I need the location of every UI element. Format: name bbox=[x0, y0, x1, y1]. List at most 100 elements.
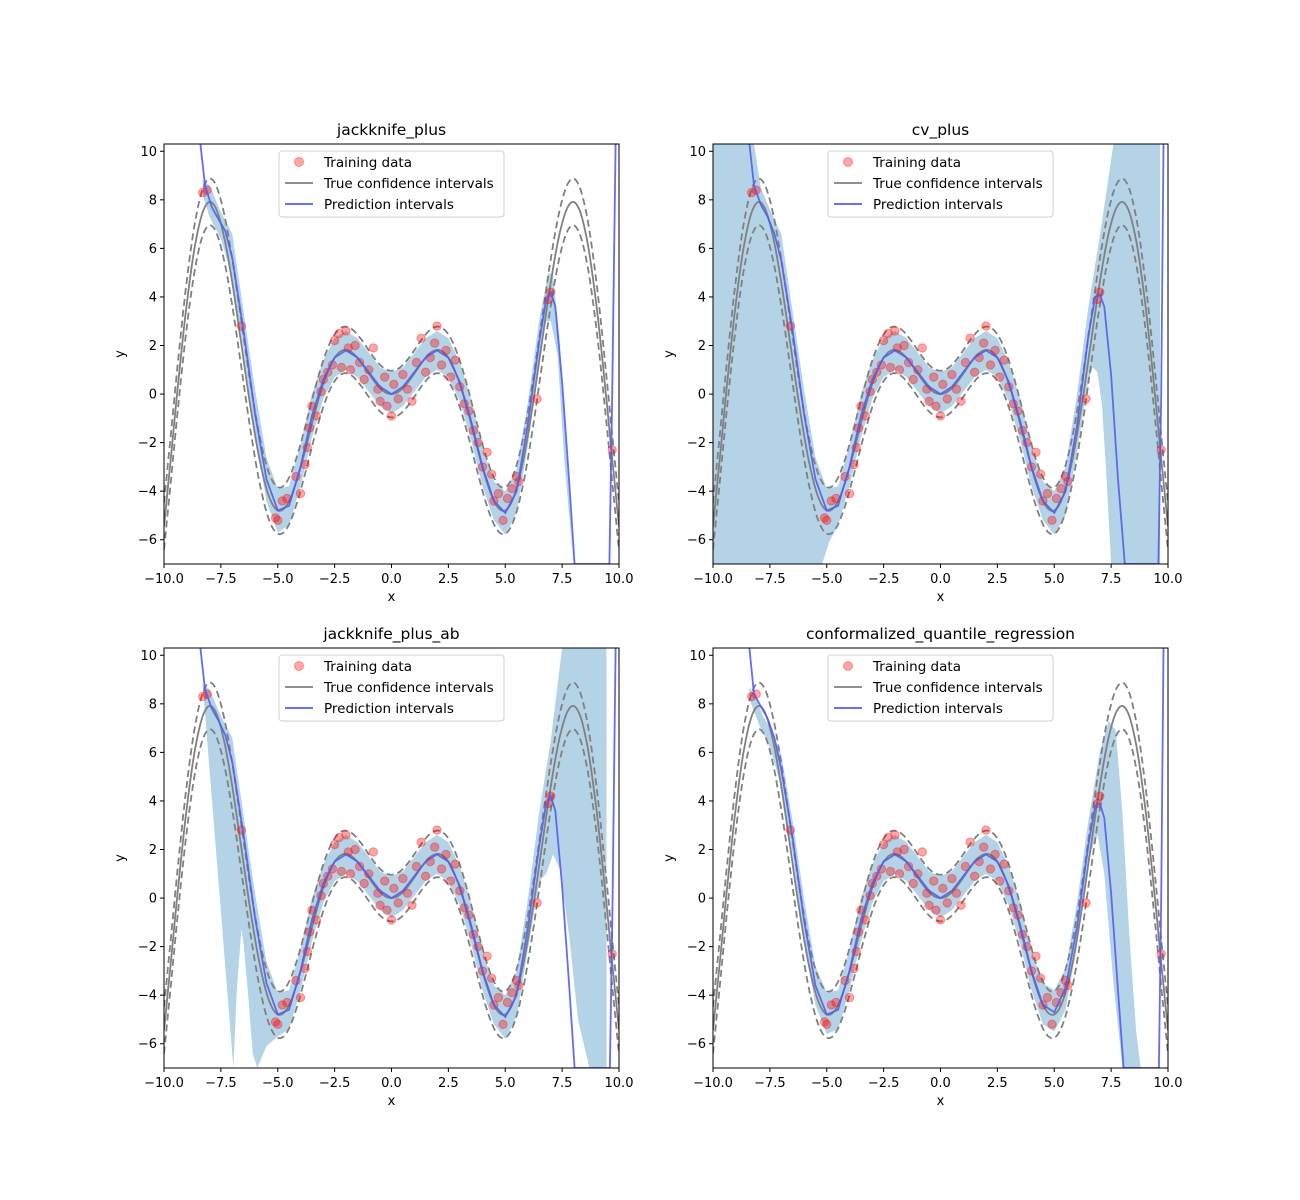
training-data-point bbox=[430, 338, 440, 348]
training-data-point bbox=[929, 372, 939, 382]
y-tick-label: 0 bbox=[698, 892, 706, 907]
training-data-point bbox=[890, 830, 900, 840]
y-tick-label: 2 bbox=[149, 843, 157, 858]
legend-frame bbox=[278, 654, 505, 722]
training-data-point bbox=[389, 379, 399, 389]
training-data-point bbox=[931, 905, 941, 915]
training-data-point bbox=[894, 869, 905, 879]
training-data-point bbox=[493, 992, 504, 1003]
training-data-point bbox=[1035, 973, 1046, 983]
y-tick-label: −2 bbox=[687, 940, 706, 955]
x-tick-label: 7.5 bbox=[552, 1076, 573, 1091]
x-tick-label: 10.0 bbox=[1154, 572, 1183, 587]
true-ci-lower-line bbox=[164, 728, 619, 1054]
legend: Training data True confidence intervals Pr… bbox=[827, 150, 1054, 218]
training-data-point bbox=[1031, 447, 1041, 457]
x-tick-label: 2.5 bbox=[438, 572, 459, 587]
training-data-point bbox=[402, 384, 413, 394]
training-data-point bbox=[336, 866, 347, 877]
x-tick-label: 10.0 bbox=[605, 572, 634, 587]
legend-label: Prediction intervals bbox=[324, 197, 454, 213]
training-data-point bbox=[999, 355, 1009, 365]
x-tick-label: −2.5 bbox=[319, 572, 351, 587]
y-tick-label: −6 bbox=[687, 533, 706, 548]
training-data-point bbox=[969, 871, 980, 881]
training-data-point bbox=[883, 832, 893, 843]
subplot-title: jackknife_plus_ab bbox=[322, 625, 459, 644]
training-data-point bbox=[903, 861, 914, 872]
training-data-point bbox=[1042, 992, 1053, 1003]
training-data-point bbox=[819, 513, 830, 523]
training-data-point bbox=[899, 340, 909, 351]
training-data-point bbox=[350, 844, 360, 855]
training-data-point bbox=[393, 394, 403, 404]
legend-label: Prediction intervals bbox=[324, 701, 454, 717]
y-axis-label: y bbox=[662, 854, 677, 862]
training-data-point bbox=[913, 365, 923, 375]
y-tick-label: 8 bbox=[698, 193, 706, 208]
training-data-point bbox=[908, 374, 918, 385]
training-data-point bbox=[420, 367, 431, 377]
training-data-point bbox=[375, 396, 385, 406]
training-data-point bbox=[924, 396, 934, 406]
training-data-point bbox=[441, 849, 451, 860]
training-data-point bbox=[532, 898, 542, 908]
x-axis-label: x bbox=[388, 590, 396, 605]
x-axis-label: x bbox=[388, 1094, 396, 1109]
x-tick-label: 7.5 bbox=[1101, 572, 1122, 587]
training-data-point bbox=[482, 447, 492, 457]
subplot-conformalized_quantile_regression: −10.0 −7.5 −5.0 −2.5 0.0 2.5 5.0 7.5 10.0 −6 −4 −2 0… bbox=[662, 625, 1182, 1109]
training-data-point bbox=[935, 411, 946, 421]
training-data-point bbox=[450, 859, 460, 869]
training-data-point bbox=[981, 321, 991, 331]
training-data-point bbox=[947, 369, 957, 380]
training-data-point bbox=[402, 888, 413, 898]
training-data-point bbox=[341, 830, 351, 840]
training-data-point bbox=[386, 915, 397, 925]
x-tick-label: −10.0 bbox=[144, 572, 184, 587]
y-tick-label: −2 bbox=[138, 436, 157, 451]
x-tick-label: 2.5 bbox=[987, 1076, 1008, 1091]
training-data-point bbox=[445, 372, 456, 382]
training-data-point bbox=[942, 898, 952, 908]
training-data-point bbox=[416, 333, 426, 343]
training-data-point bbox=[364, 869, 374, 879]
legend-frame bbox=[827, 150, 1054, 218]
prediction-line bbox=[199, 648, 617, 1068]
training-data-point bbox=[844, 992, 855, 1003]
x-tick-label: −2.5 bbox=[868, 1076, 900, 1091]
training-data-point bbox=[938, 883, 948, 893]
training-data-point bbox=[1042, 488, 1053, 499]
y-tick-label: 0 bbox=[149, 388, 157, 403]
training-data-point bbox=[924, 900, 934, 910]
training-data-point bbox=[965, 333, 975, 343]
y-tick-label: 4 bbox=[149, 794, 157, 809]
y-tick-label: −6 bbox=[687, 1037, 706, 1052]
training-data-point bbox=[273, 1019, 283, 1030]
training-data-point bbox=[844, 488, 855, 499]
subplot-cv_plus: −10.0 −7.5 −5.0 −2.5 0.0 2.5 5.0 7.5 10.0 −6 −4 −2 0… bbox=[662, 121, 1182, 605]
legend-frame bbox=[278, 150, 505, 218]
y-tick-label: 10 bbox=[689, 145, 706, 160]
training-data-point bbox=[1051, 493, 1062, 504]
prediction-interval-band bbox=[713, 144, 1160, 564]
training-data-point bbox=[878, 839, 889, 850]
training-data-point bbox=[345, 365, 356, 375]
training-data-point bbox=[885, 362, 896, 373]
legend-label: Training data bbox=[872, 155, 961, 171]
x-tick-label: −7.5 bbox=[205, 572, 237, 587]
x-tick-label: 7.5 bbox=[552, 572, 573, 587]
x-tick-label: 0.0 bbox=[930, 572, 951, 587]
x-tick-label: −5.0 bbox=[262, 572, 294, 587]
training-data-point bbox=[994, 876, 1005, 886]
training-data-point bbox=[382, 905, 392, 915]
training-data-point bbox=[445, 876, 456, 886]
training-data-point bbox=[350, 340, 360, 351]
y-tick-label: 6 bbox=[698, 242, 706, 257]
training-data-point bbox=[359, 374, 369, 385]
training-data-point bbox=[398, 369, 408, 380]
y-tick-label: 0 bbox=[149, 892, 157, 907]
training-data-point bbox=[329, 839, 340, 850]
y-tick-label: 6 bbox=[149, 242, 157, 257]
